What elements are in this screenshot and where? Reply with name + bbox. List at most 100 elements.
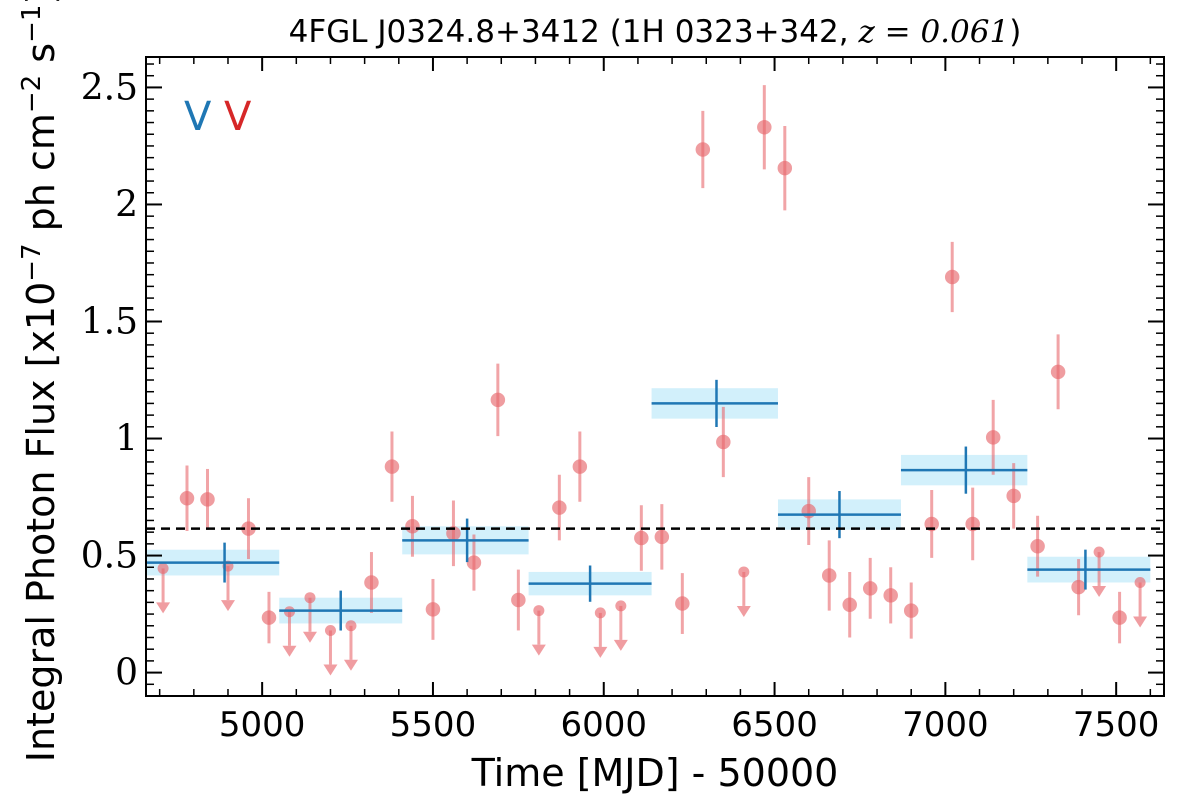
upper-limit: [1133, 576, 1148, 628]
y-tick-label: 0: [115, 653, 138, 694]
data-point: [466, 534, 482, 591]
data-point: [552, 474, 567, 541]
y-axis-label-main: Integral Photon Flux [x10: [19, 282, 63, 763]
bin: [146, 542, 280, 583]
point-marker: [903, 603, 919, 618]
bin: [777, 491, 901, 539]
y-tick-label: 2: [115, 184, 138, 225]
upper-limit-arrow: [302, 631, 317, 643]
upper-limit: [593, 607, 608, 658]
data-point: [695, 110, 711, 189]
upper-limit-arrow: [736, 605, 751, 617]
upper-limit: [282, 606, 297, 657]
point-marker: [924, 516, 939, 532]
data-point: [862, 557, 878, 619]
bin: [402, 518, 529, 563]
upper-limit: [220, 560, 235, 612]
upper-limit-arrow: [282, 645, 297, 657]
upper-limit-marker: [1093, 546, 1105, 558]
upper-limit: [531, 605, 546, 656]
y-tick-label: 2.5: [81, 67, 138, 108]
plot-frame: [145, 56, 1165, 697]
bin: [528, 565, 652, 602]
upper-limit-arrow: [156, 602, 171, 614]
data-point: [1112, 591, 1127, 644]
upper-limit: [323, 624, 338, 676]
point-marker: [985, 430, 1001, 445]
point-marker: [695, 142, 711, 157]
data-point: [944, 241, 960, 313]
data-point: [384, 431, 400, 502]
point-marker: [490, 392, 506, 408]
point-marker: [821, 568, 837, 583]
data-point: [821, 540, 837, 611]
x-tick-label: 7500: [1073, 705, 1160, 745]
upper-limit-marker: [345, 620, 357, 632]
y-tick-label: 0.5: [81, 536, 138, 577]
point-marker: [384, 459, 400, 474]
upper-limit-marker: [1134, 576, 1146, 588]
data-point: [200, 468, 215, 530]
data-point: [634, 505, 649, 571]
data-point: [801, 477, 816, 546]
upper-limit-arrow: [323, 664, 338, 676]
chart-title: 4FGL J0324.8+3412 (1H 0323+342, z = 0.06…: [289, 14, 1022, 50]
point-marker: [425, 602, 441, 617]
upper-limit-arrow: [220, 600, 235, 612]
data-point: [716, 406, 731, 478]
points-layer: [179, 85, 1127, 644]
upper-limit-marker: [304, 592, 316, 604]
upper-limit: [156, 562, 171, 614]
y-axis-label-exp2: −2: [17, 75, 47, 113]
data-point: [179, 465, 195, 531]
y-axis-label-mid2: s: [19, 43, 63, 75]
x-axis-label: Time [MJD] - 50000: [471, 751, 839, 795]
upper-limit-arrow: [531, 644, 546, 656]
upper-limit-arrow: [593, 646, 608, 658]
chart-title-redshift: z = 0.061: [857, 14, 1009, 50]
point-marker: [1030, 538, 1045, 554]
y-axis-label-exp: −7: [17, 243, 47, 281]
data-point: [777, 126, 793, 211]
upper-limit-marker: [533, 605, 545, 617]
data-point: [446, 500, 461, 567]
point-marker: [179, 490, 195, 506]
bin: [651, 379, 778, 427]
data-point: [572, 431, 588, 502]
data-point: [1050, 334, 1066, 410]
y-tick-label: 1.5: [81, 301, 138, 342]
data-point: [842, 571, 857, 638]
x-tick-label: 6500: [731, 705, 818, 745]
x-tick-label: 5500: [390, 705, 477, 745]
marker-v-blue: V: [184, 94, 212, 140]
upper-limit: [613, 600, 628, 651]
data-point: [490, 363, 506, 437]
chart-title-suffix: ): [1009, 14, 1021, 50]
marker-v-red: V: [224, 94, 252, 140]
point-marker: [716, 434, 731, 450]
point-marker: [842, 597, 857, 612]
x-tick-label: 6000: [560, 705, 647, 745]
data-point: [675, 573, 690, 634]
data-point: [425, 578, 441, 640]
point-marker: [200, 492, 215, 507]
bin: [279, 590, 403, 631]
data-point: [261, 591, 277, 644]
upper-limit: [343, 620, 358, 671]
data-point: [924, 490, 939, 558]
upper-limit-arrow: [613, 639, 628, 651]
data-point: [757, 85, 772, 170]
data-point: [1006, 463, 1021, 529]
data-point: [965, 487, 980, 561]
data-point: [511, 569, 526, 631]
bin-bands-layer: [146, 388, 1151, 624]
point-marker: [777, 160, 793, 176]
upper-limit-marker: [594, 607, 606, 619]
point-marker: [862, 581, 878, 596]
ticks-layer: 5000 5500 6000 6500 7000 7500 0 0.5 1 1.5 2 2.5: [81, 57, 1164, 745]
x-tick-label: 5000: [219, 705, 306, 745]
y-axis-label-end: ]: [19, 0, 63, 5]
data-point: [364, 552, 379, 613]
y-tick-label: 1: [115, 419, 138, 460]
